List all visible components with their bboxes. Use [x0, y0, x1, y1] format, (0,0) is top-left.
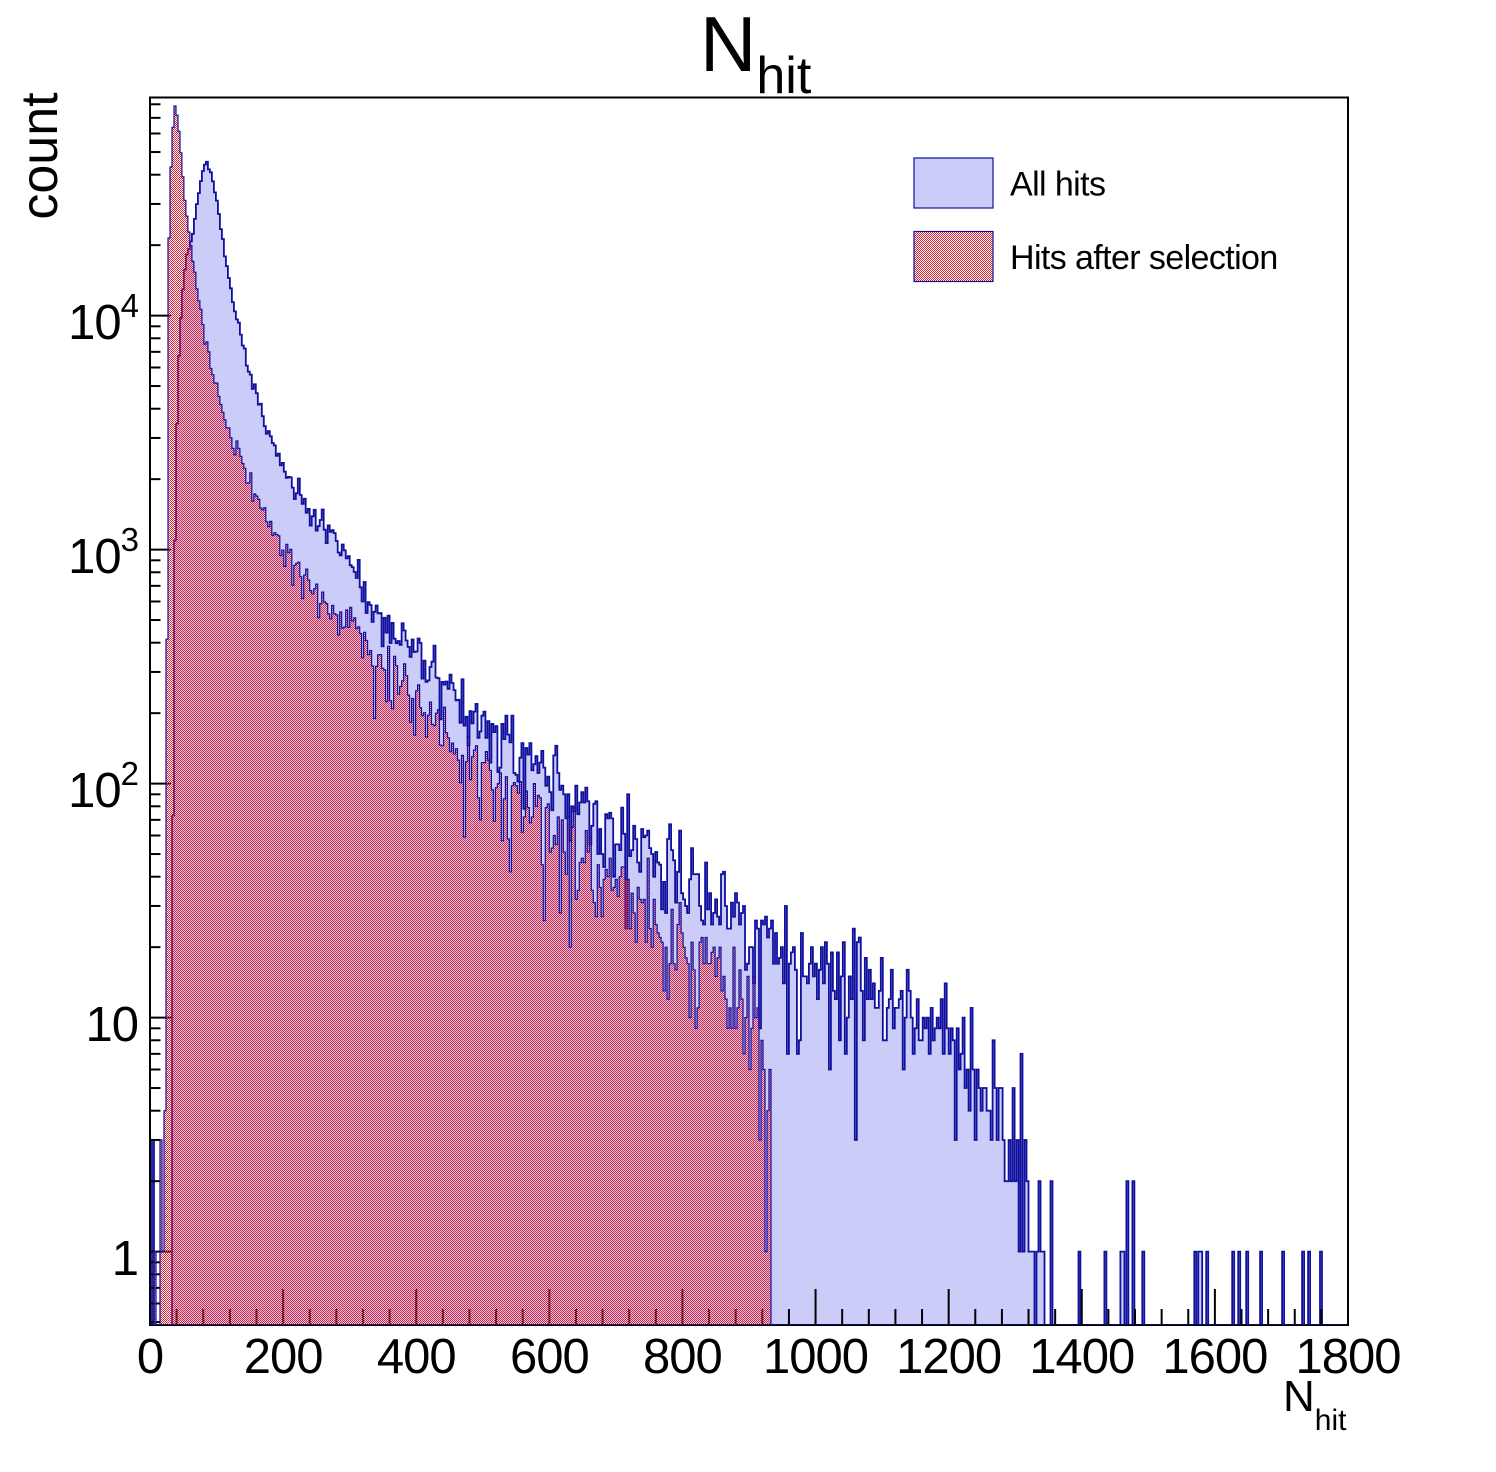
title-subscript: hit [756, 47, 811, 105]
y-tick-label: 102 [68, 755, 138, 818]
selected-histogram-fill [150, 106, 1348, 1325]
legend-label-all-hits: All hits [1010, 166, 1105, 204]
y-tick-exponent: 2 [121, 755, 138, 792]
x-axis-title: Nhit [1283, 1372, 1347, 1437]
y-axis-ticks [150, 103, 171, 1324]
selected-histogram-outline [150, 105, 1348, 1325]
legend-swatch-all-hits [913, 157, 994, 209]
y-tick-exponent: 4 [121, 287, 139, 324]
x-tick-label: 1200 [896, 1330, 1001, 1384]
x-title-main: N [1283, 1372, 1315, 1421]
y-tick-label: 1 [112, 1232, 138, 1286]
y-tick-base: 10 [68, 530, 121, 584]
x-tick-label: 0 [137, 1330, 163, 1384]
x-tick-label: 200 [244, 1330, 323, 1384]
title-main: N [700, 0, 756, 88]
y-axis-title: count [11, 92, 69, 220]
y-tick-base: 10 [85, 998, 138, 1052]
legend: All hits Hits after selection [913, 157, 1278, 283]
x-tick-label: 800 [643, 1330, 722, 1384]
legend-label-hits-after-selection: Hits after selection [1010, 239, 1278, 277]
y-tick-base: 10 [68, 764, 121, 818]
y-tick-label: 10 [85, 998, 138, 1052]
legend-swatch-hits-after-selection [913, 230, 994, 283]
x-tick-label: 1800 [1295, 1330, 1400, 1384]
x-tick-label: 600 [510, 1330, 589, 1384]
plot-title: Nhit [700, 0, 812, 105]
x-title-subscript: hit [1315, 1404, 1347, 1437]
x-tick-label: 1600 [1162, 1330, 1267, 1384]
series-hits-after-selection [150, 105, 1348, 1325]
x-tick-label: 400 [377, 1330, 456, 1384]
y-tick-label: 103 [68, 521, 138, 584]
y-tick-base: 1 [112, 1232, 138, 1286]
y-tick-exponent: 3 [121, 521, 138, 558]
y-tick-label: 104 [68, 287, 139, 350]
x-tick-label: 1400 [1029, 1330, 1134, 1384]
plot-content: 0 200 400 600 800 1000 1200 1400 1600 1800 104103… [11, 0, 1402, 1437]
x-axis-tick-labels: 0 200 400 600 800 1000 1200 1400 1600 1800 [137, 1330, 1402, 1384]
y-tick-base: 10 [68, 296, 121, 350]
x-tick-label: 1000 [763, 1330, 868, 1384]
